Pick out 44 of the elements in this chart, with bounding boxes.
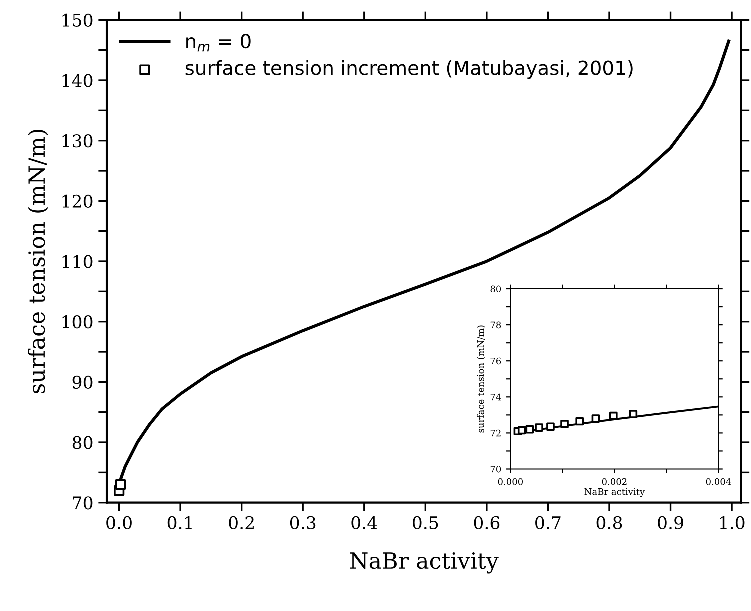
legend-label: surface tension increment (Matubayasi, 2001) <box>186 60 633 80</box>
y-tick-label: 70 <box>490 466 502 473</box>
x-tick-label: 0.000 <box>498 478 524 486</box>
point <box>576 417 584 426</box>
x-tick-label: 0.0 <box>106 516 132 530</box>
y-tick-label: 120 <box>62 194 93 208</box>
y-tick-label: 110 <box>62 255 93 268</box>
y-axis-title: surface tension (mN/m) <box>477 326 486 433</box>
x-axis-title: NaBr activity <box>350 552 499 574</box>
x-tick-label: 0.3 <box>290 516 316 530</box>
x-tick-label: 0.7 <box>536 516 561 530</box>
y-axis-title: surface tension (mN/m) <box>28 130 48 394</box>
y-tick-label: 76 <box>490 358 502 365</box>
x-tick-label: 0.4 <box>352 516 378 530</box>
point <box>609 412 618 420</box>
point <box>629 410 638 418</box>
x-tick-label: 0.004 <box>706 478 732 486</box>
y-tick-label: 140 <box>62 74 93 88</box>
y-tick-label: 70 <box>73 496 93 510</box>
y-tick-label: 100 <box>62 316 93 329</box>
x-tick-label: 0.002 <box>602 478 627 486</box>
point <box>526 425 534 434</box>
x-tick-label: 0.6 <box>474 516 500 530</box>
y-tick-label: 130 <box>62 134 93 148</box>
x-tick-label: 0.8 <box>596 516 622 530</box>
x-axis-title: NaBr activity <box>584 488 646 498</box>
y-tick-label: 80 <box>72 436 93 450</box>
x-tick-label: 1.0 <box>720 516 745 530</box>
y-tick-label: 78 <box>490 322 502 329</box>
x-tick-label: 0.1 <box>168 516 192 530</box>
y-tick-label: 74 <box>490 394 502 401</box>
point <box>592 414 600 423</box>
x-tick-label: 0.2 <box>229 516 254 530</box>
x-tick-label: 0.5 <box>413 516 438 530</box>
point <box>546 422 555 432</box>
legend-label: n$_{m}$ = 0 <box>186 34 251 52</box>
point <box>535 424 544 432</box>
point <box>518 426 526 435</box>
y-tick-label: 72 <box>490 430 501 437</box>
y-tick-label: 150 <box>62 14 93 28</box>
y-tick-label: 90 <box>72 376 93 390</box>
y-tick-label: 80 <box>490 286 502 293</box>
x-tick-label: 0.9 <box>658 516 684 530</box>
point <box>560 420 569 428</box>
